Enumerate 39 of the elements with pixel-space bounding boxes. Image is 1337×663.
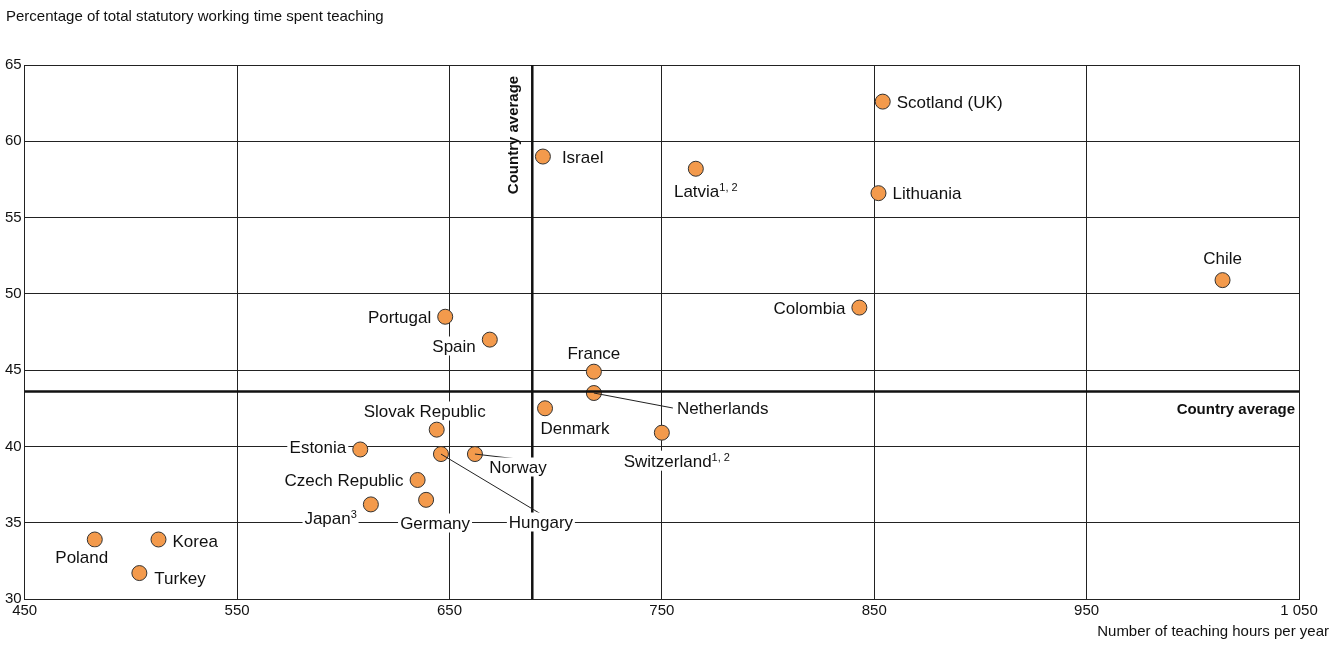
- annotation: Chile: [1201, 248, 1244, 268]
- annotation: Poland: [53, 547, 111, 567]
- annotation: Hungary: [506, 512, 576, 532]
- annotation: Czech Republic: [282, 470, 406, 490]
- y-axis-title: Percentage of total statutory working time spent teaching: [6, 7, 384, 25]
- annotation: France: [565, 343, 623, 363]
- annotation: Slovak Republic: [361, 401, 488, 421]
- annotation: Switzerland$^{1, 2}$: [621, 450, 732, 472]
- y-tick-label: 45: [5, 360, 22, 378]
- y-tick-label: 35: [5, 512, 22, 530]
- annotation: Spain: [430, 336, 478, 356]
- y-tick-label: 55: [5, 207, 22, 225]
- y-tick-label: 40: [5, 436, 22, 454]
- annotation: Norway: [487, 457, 549, 477]
- annotation: Portugal: [365, 307, 434, 327]
- annotation: Lithuania: [890, 183, 964, 203]
- x-axis-title: Number of teaching hours per year: [1097, 622, 1329, 640]
- annotation: Korea: [170, 531, 220, 551]
- annotation: Scotland (UK): [894, 92, 1005, 112]
- x-tick-label: 650: [436, 601, 462, 619]
- annotation: Turkey: [152, 568, 208, 588]
- x-tick-label: 550: [224, 601, 250, 619]
- annotation: Estonia: [287, 437, 349, 457]
- annotation: Colombia: [771, 298, 848, 318]
- y-tick-label: 60: [5, 131, 22, 149]
- annotation: Japan$^{3}$: [302, 508, 359, 529]
- y-tick-label: 50: [5, 284, 22, 301]
- annotation: Netherlands: [674, 398, 771, 418]
- annotation: Israel: [559, 147, 606, 167]
- annotation: Denmark: [538, 418, 612, 438]
- x-tick-label: 950: [1074, 601, 1100, 619]
- annotation: Germany: [398, 513, 473, 533]
- ref-line-label: Country average: [1176, 399, 1295, 417]
- x-tick-label: 750: [649, 601, 675, 619]
- y-tick-label: 65: [5, 55, 22, 73]
- ref-line-label: Country average: [503, 75, 521, 195]
- annotation: Latvia$^{1, 2}$: [671, 180, 740, 202]
- x-tick-label: 1 050: [1280, 601, 1318, 619]
- x-tick-label: 850: [861, 601, 887, 619]
